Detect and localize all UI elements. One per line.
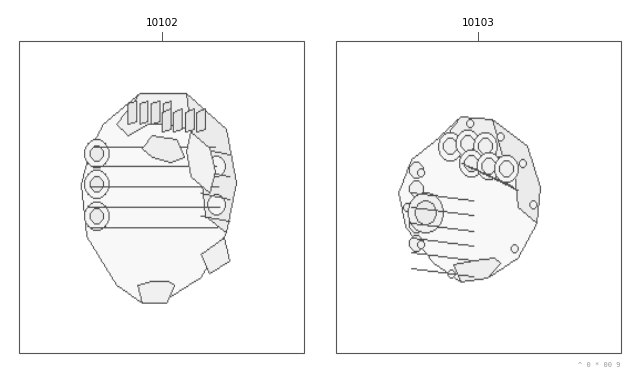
Text: 10102: 10102 [145, 18, 179, 28]
Bar [336, 41, 621, 353]
Bar [19, 41, 304, 353]
Text: ^ 0 * 00 9: ^ 0 * 00 9 [579, 362, 621, 368]
Text: 10103: 10103 [461, 18, 495, 28]
